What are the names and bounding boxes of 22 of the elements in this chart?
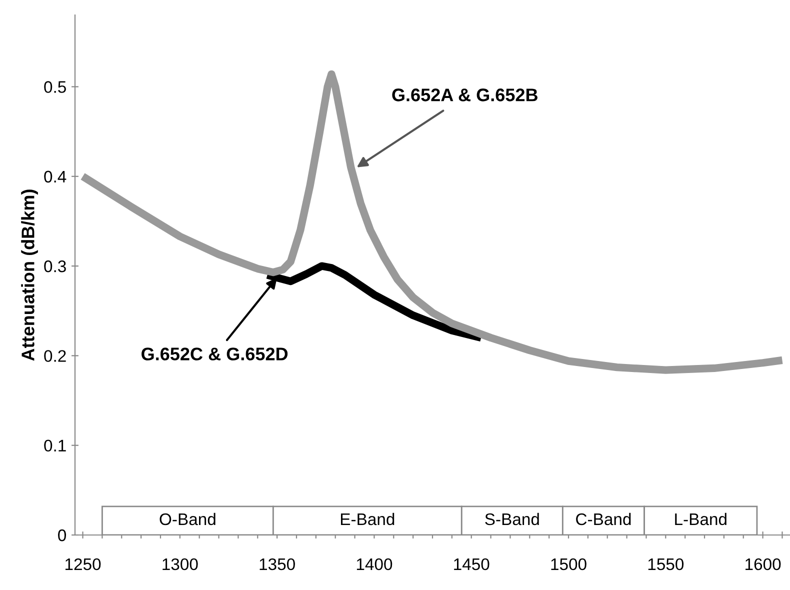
y-tick-label: 0: [58, 529, 66, 542]
band-label: L-Band: [675, 512, 726, 526]
x-tick-label: 1450: [454, 558, 490, 570]
y-tick-label: 0.3: [44, 260, 66, 272]
y-axis-title: Attenuation (dB/km): [21, 190, 38, 361]
annotation: G.652A & G.652B: [392, 88, 538, 102]
annotation: G.652C & G.652D: [142, 348, 288, 360]
band-label: C-Band: [576, 512, 631, 526]
x-tick-label: 1250: [66, 558, 101, 570]
y-tick-label: 0.5: [44, 81, 66, 93]
x-tick-label: 1350: [260, 558, 295, 570]
band-label: E-Band: [340, 512, 394, 526]
y-tick-label: 0.2: [44, 350, 66, 362]
x-tick-label: 1300: [162, 558, 198, 570]
x-tick-label: 1500: [551, 558, 586, 570]
band-label: S-Band: [485, 512, 539, 526]
x-tick-label: 1550: [648, 558, 684, 570]
x-tick-label: 1400: [356, 558, 392, 570]
x-tick-label: 1600: [746, 558, 781, 570]
y-tick-label: 0.1: [44, 440, 66, 452]
y-tick-label: 0.4: [44, 170, 66, 183]
band-label: O-Band: [160, 512, 216, 526]
